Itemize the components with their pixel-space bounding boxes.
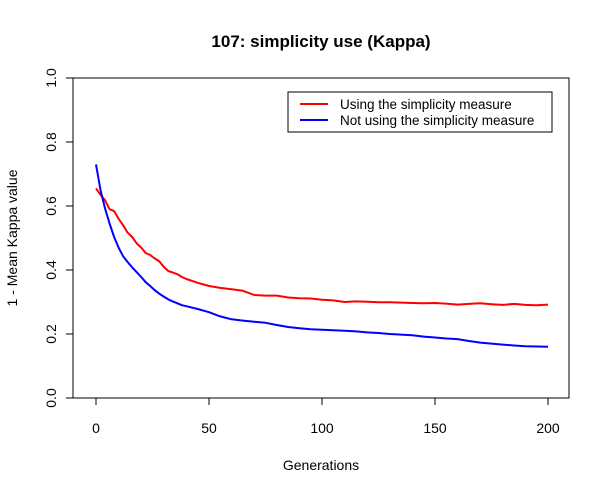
legend-box <box>287 91 553 133</box>
y-axis-label: 1 - Mean Kappa value <box>4 169 20 306</box>
x-axis-label: Generations <box>283 457 359 473</box>
series-line-not-using-simplicity <box>95 164 549 348</box>
y-tick-label: 0.2 <box>43 324 59 344</box>
y-tick-label: 1.0 <box>43 68 59 88</box>
legend-label-not-using-simplicity: Not using the simplicity measure <box>340 113 534 128</box>
x-tick-label: 0 <box>92 420 100 436</box>
x-tick-label: 50 <box>201 420 217 436</box>
y-tick-label: 0.0 <box>43 388 59 408</box>
x-tick-label: 200 <box>536 420 560 436</box>
series-line-using-simplicity <box>95 187 549 307</box>
x-tick-label: 100 <box>310 420 334 436</box>
series-layer <box>95 164 549 348</box>
plot-frame <box>72 77 570 399</box>
legend-label-using-simplicity: Using the simplicity measure <box>340 97 512 112</box>
y-tick-label: 0.8 <box>43 132 59 152</box>
y-tick-label: 0.4 <box>43 260 59 280</box>
y-axis: 0.0 0.2 0.4 0.6 0.8 1.0 <box>43 68 73 408</box>
legend: Using the simplicity measure Not using t… <box>287 91 553 133</box>
chart-title: 107: simplicity use (Kappa) <box>211 32 430 51</box>
x-tick-label: 150 <box>423 420 447 436</box>
x-axis: 0 50 100 150 200 <box>92 398 560 436</box>
y-tick-label: 0.6 <box>43 196 59 216</box>
